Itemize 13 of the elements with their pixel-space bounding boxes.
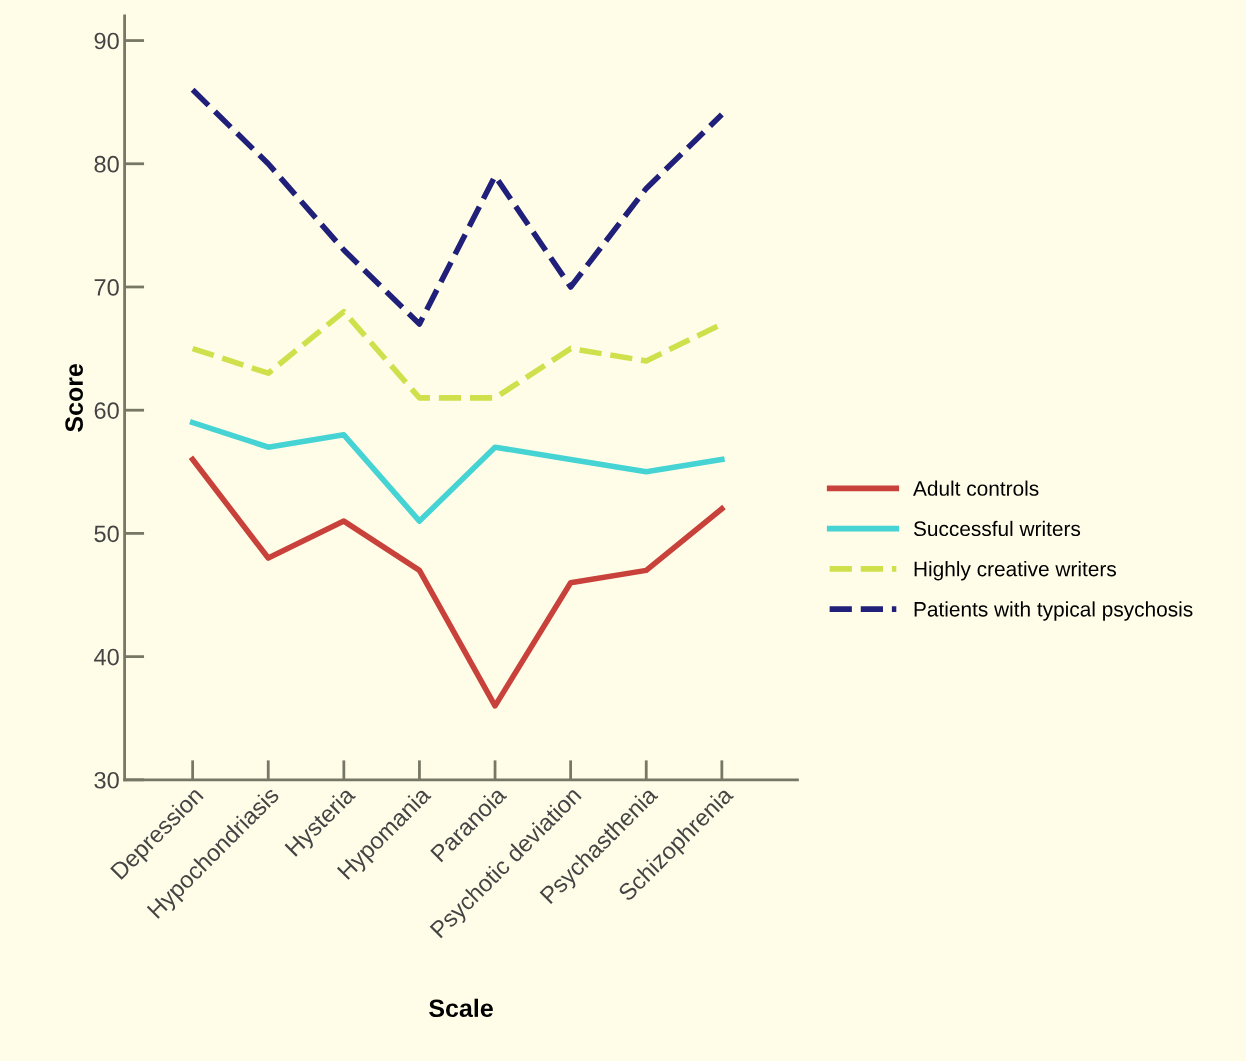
y-tick-label: 50 bbox=[94, 525, 119, 543]
legend-label: Successful writers bbox=[913, 520, 1081, 537]
legend-label: Patients with typical psychosis bbox=[914, 601, 1193, 621]
legend-label: Adult controls bbox=[913, 480, 1039, 496]
y-tick-label: 70 bbox=[94, 279, 119, 296]
y-axis-title: Score bbox=[65, 363, 83, 432]
y-tick-label: 40 bbox=[94, 648, 119, 666]
y-tick-label: 90 bbox=[94, 32, 119, 50]
y-tick-label: 60 bbox=[94, 402, 119, 419]
y-tick-label: 30 bbox=[94, 771, 119, 789]
legend-label: Highly creative writers bbox=[914, 561, 1116, 581]
x-axis-title: Scale bbox=[429, 998, 493, 1018]
y-tick-label: 80 bbox=[94, 155, 119, 173]
